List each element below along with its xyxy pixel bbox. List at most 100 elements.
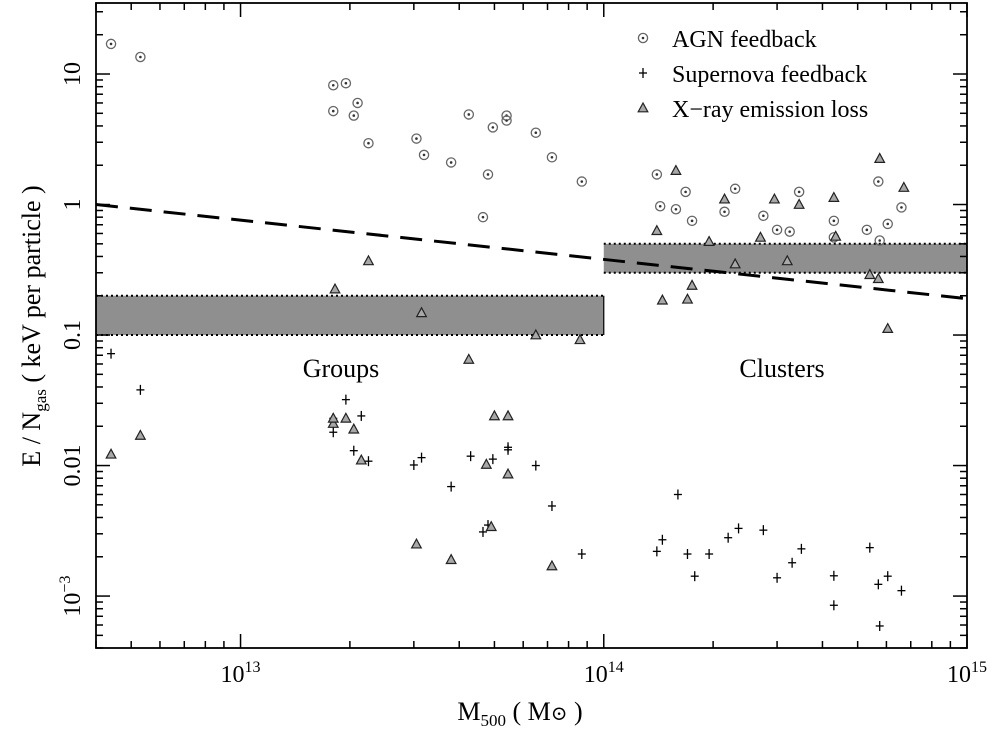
x-axis-label: M500 ( M⊙ ) (457, 697, 582, 730)
xray-point-34 (829, 230, 842, 241)
data-points (105, 38, 910, 631)
legend: AGN feedback Supernova feedback X−ray emis… (637, 27, 868, 123)
x-tick-labels: 1013 1014 1015 (221, 659, 987, 688)
agn-point-3 (340, 77, 352, 89)
agn-point-28-ring (771, 224, 783, 236)
xray-point-10 (415, 306, 428, 318)
sn-point-38 (897, 585, 906, 596)
region-label-clusters: Clusters (739, 354, 824, 383)
xray-point-7 (329, 282, 341, 294)
agn-point-11 (463, 109, 475, 120)
agn-point-35-ring (874, 235, 885, 246)
agn-point-24-ring (686, 215, 698, 227)
agn-point-21-dot (658, 204, 662, 208)
x-tick-label-2: 1015 (947, 659, 987, 688)
agn-point-9-dot (422, 153, 426, 157)
agn-point-28-dot (775, 228, 779, 232)
sn-point-7 (364, 456, 373, 467)
agn-point-15-dot (534, 131, 538, 135)
agn-point-2-dot (331, 83, 335, 87)
agn-point-8-ring (411, 133, 422, 144)
sn-point-23 (683, 549, 692, 560)
sn-point-9 (417, 452, 426, 463)
agn-point-14-ring (501, 115, 512, 126)
legend-marker-sn (639, 68, 647, 78)
xray-point-37 (873, 152, 886, 163)
agn-point-6-dot (352, 114, 356, 117)
plot-frame (95, 2, 968, 649)
sn-point-5 (349, 445, 358, 456)
agn-point-34-ring (873, 176, 884, 187)
y-tick-label-0-base: 10 (60, 62, 86, 86)
agn-point-19-dot (580, 180, 584, 183)
sn-point-24 (690, 571, 699, 582)
agn-point-8-dot (415, 137, 418, 140)
agn-point-15-ring (530, 127, 542, 138)
sn-point-11 (466, 451, 475, 462)
sn-point-22 (673, 489, 682, 500)
xray-point-25 (686, 279, 698, 290)
legend-label-agn: AGN feedback (672, 27, 817, 53)
sn-point-1 (136, 384, 145, 395)
agn-point-19 (576, 176, 588, 187)
agn-point-3-dot (344, 81, 348, 85)
xray-point-38 (881, 322, 894, 334)
agn-point-29 (784, 226, 795, 237)
sn-point-21 (658, 534, 667, 545)
xray-point-19 (546, 559, 558, 571)
agn-point-18-dot (481, 215, 485, 219)
legend-label-xray: X−ray emission loss (672, 97, 868, 123)
sn-point-32 (829, 570, 838, 581)
xray-point-0 (105, 448, 117, 459)
dashed-line-layer (96, 203, 967, 301)
xray-point-26 (703, 235, 715, 246)
agn-point-1 (135, 51, 146, 63)
sn-point-8 (409, 459, 418, 470)
agn-point-1-ring (135, 51, 146, 63)
agn-point-21-ring (654, 200, 666, 212)
agn-point-16-dot (550, 156, 554, 159)
xray-point-13 (480, 458, 493, 469)
sn-point-17 (531, 460, 540, 471)
agn-point-6-ring (348, 110, 360, 121)
agn-point-18 (477, 211, 489, 223)
y-tick-label-2: 0.1 (60, 320, 86, 350)
xray-point-9 (410, 537, 423, 549)
agn-point-18-ring (477, 211, 489, 223)
agn-point-31-dot (832, 219, 836, 223)
sn-point-0 (107, 348, 116, 359)
y-tick-label-1: 1 (60, 199, 86, 211)
agn-point-10-dot (449, 161, 453, 164)
agn-point-28 (771, 224, 783, 236)
agn-point-12-ring (487, 122, 499, 133)
xray-point-22 (656, 293, 669, 305)
xray-point-27 (718, 192, 731, 204)
y-tick-label-4-exp: −3 (57, 576, 74, 593)
agn-point-7-ring (363, 137, 374, 149)
agn-point-11-ring (463, 109, 475, 120)
sn-point-29 (773, 572, 782, 583)
xray-point-33 (828, 191, 840, 202)
legend-label-sn: Supernova feedback (672, 62, 867, 88)
agn-point-0-ring (105, 38, 117, 50)
agn-point-25-ring (719, 206, 730, 218)
sn-point-31 (797, 543, 806, 554)
xray-point-20 (574, 333, 586, 345)
agn-point-35 (874, 235, 885, 246)
sn-point-14 (488, 454, 497, 465)
agn-point-22-ring (670, 203, 682, 215)
agn-point-23 (680, 186, 691, 198)
sn-point-10 (447, 481, 456, 492)
agn-point-9-ring (418, 149, 430, 161)
agn-point-33 (861, 224, 873, 236)
legend-marker-agn (637, 32, 649, 44)
y-tick-label-2-base: 0.1 (60, 320, 86, 350)
xray-point-1 (134, 429, 147, 440)
sn-point-37 (883, 571, 892, 582)
agn-point-4 (352, 97, 363, 109)
agn-point-6 (348, 110, 360, 121)
y-tick-label-4-base: 10 (60, 593, 86, 617)
xray-point-3 (327, 412, 340, 423)
agn-point-17-dot (486, 173, 490, 176)
